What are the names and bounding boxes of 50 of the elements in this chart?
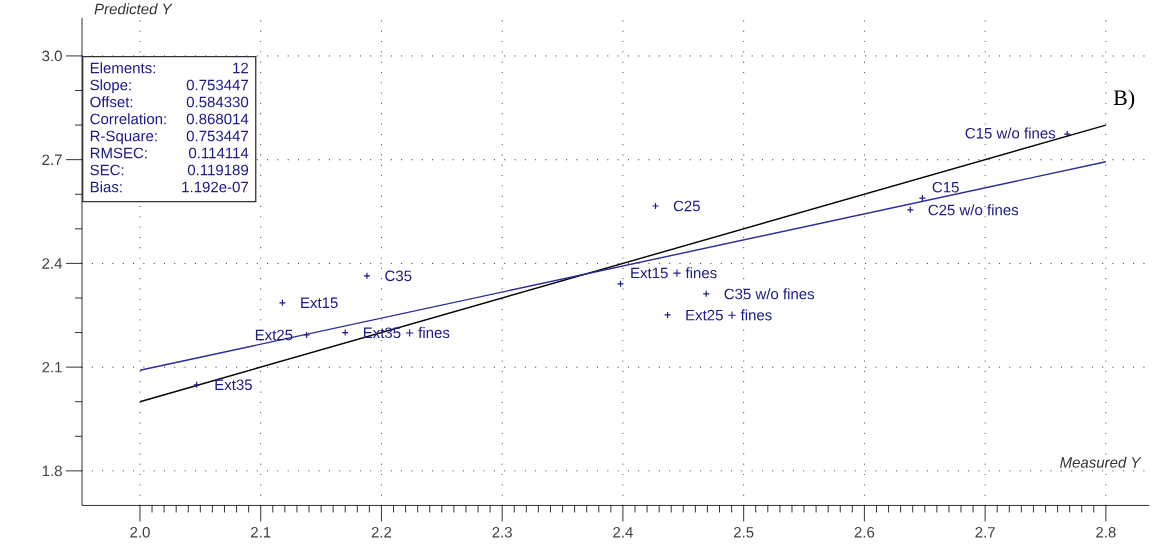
- x-tick-label: 2.2: [371, 526, 392, 538]
- annotation: 0.868014: [186, 113, 249, 125]
- annotation: Slope:: [90, 79, 131, 94]
- x-tick-label: 2.5: [733, 526, 754, 538]
- annotation: Ext15: [301, 297, 338, 308]
- x-tick-label: 2.3: [492, 526, 512, 538]
- x-tick-label: 2.0: [130, 526, 150, 538]
- annotation: Ext25 + fines: [686, 309, 772, 321]
- annotation: Offset:: [90, 96, 133, 108]
- annotation: R-Square:: [90, 130, 157, 145]
- y-tick-label: 2.1: [42, 361, 62, 373]
- x-tick-label: 2.7: [975, 526, 995, 538]
- annotation: C25: [673, 200, 700, 212]
- point: [663, 311, 672, 319]
- annotation: 0.753447: [186, 79, 248, 91]
- x-tick-label: 2.8: [1096, 526, 1116, 538]
- x-tick-label: 2.6: [854, 526, 875, 538]
- point: [363, 272, 371, 280]
- annotation: C35: [385, 270, 412, 281]
- annotation: Ext25: [255, 329, 293, 341]
- x-tick-label: 2.1: [251, 526, 271, 538]
- annotation: C25 w/o fines: [928, 204, 1019, 216]
- annotation: Ext15 + fines: [631, 267, 717, 279]
- annotation: 0.753447: [186, 130, 248, 142]
- point: [918, 194, 926, 202]
- annotation: SEC:: [90, 164, 124, 176]
- annotation: Correlation:: [90, 113, 166, 125]
- y-tick-label: 3.0: [42, 50, 62, 61]
- y-tick-label: 2.4: [42, 257, 63, 269]
- y-axis-title: Predicted Y: [94, 3, 173, 15]
- annotation: Elements:: [90, 62, 155, 74]
- annotation: 1.192e-07: [182, 181, 248, 193]
- x-tick-label: 2.4: [613, 526, 633, 538]
- annotation: C15 w/o fines: [965, 127, 1056, 139]
- point: [1063, 130, 1071, 138]
- annotation: Ext35: [215, 379, 252, 390]
- x-axis-title: Measured Y: [1060, 456, 1142, 468]
- annotation: 0.119189: [187, 164, 249, 176]
- annotation: C15: [932, 181, 959, 193]
- annotation: RMSEC:: [90, 147, 147, 159]
- point: [651, 202, 660, 210]
- annotation: B): [1113, 89, 1135, 110]
- annotation: 0.114114: [189, 147, 249, 159]
- annotation: 12: [233, 62, 248, 73]
- point: [302, 331, 311, 339]
- annotation: C35 w/o fines: [724, 288, 815, 300]
- annotation: 0.584330: [186, 96, 249, 108]
- annotation: Bias:: [90, 181, 122, 193]
- y-tick-label: 2.7: [42, 154, 62, 165]
- y-tick-label: 1.8: [42, 465, 62, 476]
